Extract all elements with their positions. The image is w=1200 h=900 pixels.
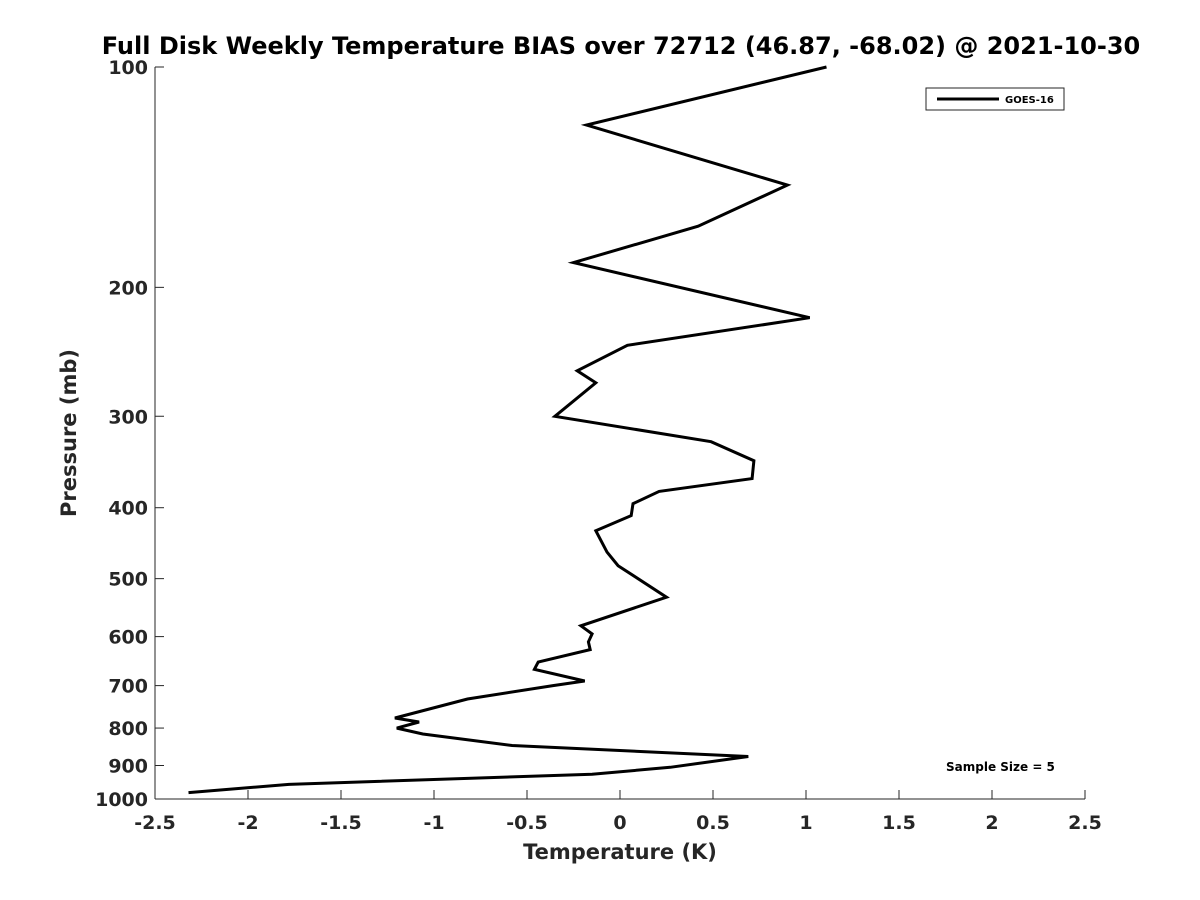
y-tick-label: 700	[108, 676, 148, 698]
series-line-goes-16	[188, 65, 827, 795]
y-tick-label: 200	[108, 277, 148, 299]
x-tick-label: 0.5	[696, 812, 730, 834]
legend: GOES-16	[925, 87, 1065, 111]
plot-area	[155, 67, 1085, 799]
y-tick-label: 1000	[95, 789, 148, 811]
x-tick-label: 2.5	[1068, 812, 1102, 834]
x-tick-label: 2	[985, 812, 998, 834]
y-tick-label: 400	[108, 498, 148, 520]
y-tick-label: 900	[108, 756, 148, 778]
sample-size-annotation: Sample Size = 5	[946, 760, 1055, 774]
x-tick-label: -2	[237, 812, 258, 834]
y-tick-label: 600	[108, 627, 148, 649]
x-axis-label: Temperature (K)	[523, 840, 717, 864]
y-tick-label: 800	[108, 718, 148, 740]
x-tick-label: -1	[423, 812, 444, 834]
y-tick-label: 300	[108, 406, 148, 428]
y-tick-label: 100	[108, 57, 148, 79]
chart-title: Full Disk Weekly Temperature BIAS over 7…	[102, 32, 1141, 60]
y-tick-label: 500	[108, 569, 148, 591]
x-axis-ticks: -2.5 -2 -1.5 -1 -0.5 0 0.5 1 1.5 2 2.5	[134, 790, 1102, 834]
x-tick-label: 1	[799, 812, 812, 834]
x-tick-label: 1.5	[882, 812, 916, 834]
x-tick-label: -0.5	[506, 812, 548, 834]
x-tick-label: -1.5	[320, 812, 362, 834]
x-tick-label: -2.5	[134, 812, 176, 834]
legend-label-goes-16: GOES-16	[1005, 95, 1054, 106]
y-axis-ticks: 100 200 300 400 500 600 700 800 900 1000	[95, 57, 164, 811]
y-axis-label: Pressure (mb)	[57, 349, 81, 517]
x-tick-label: 0	[613, 812, 626, 834]
series-layer	[188, 65, 827, 795]
